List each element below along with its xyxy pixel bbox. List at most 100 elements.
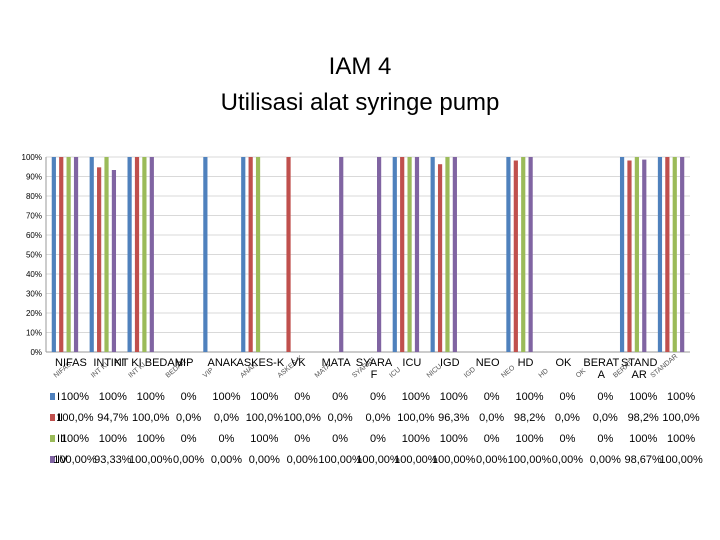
category-label: ANAK bbox=[207, 357, 238, 369]
bar-ii bbox=[134, 157, 140, 352]
bar-iii bbox=[142, 157, 147, 352]
bar-iii bbox=[407, 157, 412, 352]
data-label: 0,00% bbox=[287, 454, 318, 466]
data-label: 100% bbox=[137, 391, 165, 403]
bar-ii bbox=[248, 157, 253, 352]
data-label: 98,2% bbox=[514, 412, 545, 424]
data-label: 100% bbox=[137, 433, 165, 445]
data-label: 98,2% bbox=[628, 412, 659, 424]
bar-iii bbox=[104, 157, 109, 352]
y-tick-label: 50% bbox=[26, 251, 42, 260]
data-label: 93,33% bbox=[94, 454, 132, 466]
bar-i bbox=[430, 157, 435, 352]
data-label: 0% bbox=[597, 391, 613, 403]
bar-iv bbox=[111, 170, 117, 352]
data-label: 100,00% bbox=[394, 454, 438, 466]
y-tick-label: 10% bbox=[26, 329, 42, 338]
data-label: 0,00% bbox=[476, 454, 507, 466]
data-label: 0,0% bbox=[365, 412, 390, 424]
bar-iv bbox=[73, 157, 79, 352]
data-label: 100,0% bbox=[284, 412, 322, 424]
bar-i bbox=[51, 157, 56, 352]
data-label: 100,00% bbox=[659, 454, 703, 466]
data-label: 0,0% bbox=[328, 412, 353, 424]
data-label: 100% bbox=[515, 391, 543, 403]
data-label: 0,0% bbox=[593, 412, 618, 424]
bar-iii bbox=[634, 157, 639, 352]
bar-i bbox=[506, 157, 511, 352]
data-label: 100% bbox=[99, 433, 127, 445]
legend-label: III bbox=[57, 433, 66, 445]
y-tick-label: 80% bbox=[26, 192, 42, 201]
data-label: 0% bbox=[370, 391, 386, 403]
legend-key-iv bbox=[50, 456, 55, 463]
data-label: 0% bbox=[484, 391, 500, 403]
data-label: 100% bbox=[629, 391, 657, 403]
bar-ii bbox=[400, 157, 405, 352]
data-label: 0,0% bbox=[479, 412, 504, 424]
category-label: SYARA bbox=[356, 357, 393, 369]
bar-ii bbox=[97, 167, 102, 352]
category-label: NIFAS bbox=[55, 357, 87, 369]
bar-i bbox=[127, 157, 132, 352]
bar-iv bbox=[642, 159, 647, 352]
bar-iii bbox=[672, 157, 677, 352]
data-label: 0% bbox=[559, 391, 575, 403]
data-label: 0% bbox=[332, 391, 348, 403]
bar-iii bbox=[521, 157, 526, 352]
category-label: ASKES-K bbox=[237, 357, 285, 369]
bar-i bbox=[203, 157, 208, 352]
data-label: 100,0% bbox=[397, 412, 435, 424]
data-label: 0% bbox=[294, 433, 310, 445]
category-label: NEO bbox=[476, 357, 500, 369]
category-label: IGD bbox=[440, 357, 460, 369]
data-label: 100% bbox=[515, 433, 543, 445]
data-label: 98,67% bbox=[625, 454, 663, 466]
bar-ii bbox=[437, 164, 443, 352]
category-label: VK bbox=[291, 357, 306, 369]
bar-i bbox=[392, 157, 397, 352]
data-label: 100% bbox=[440, 391, 468, 403]
data-label: 100% bbox=[440, 433, 468, 445]
data-label: 100,00% bbox=[432, 454, 476, 466]
data-label: 100,0% bbox=[662, 412, 700, 424]
data-label: 0% bbox=[181, 391, 197, 403]
data-label: 100% bbox=[402, 391, 430, 403]
bar-ii bbox=[286, 157, 291, 352]
data-label: 0% bbox=[219, 433, 235, 445]
bar-iii bbox=[255, 157, 261, 352]
category-label: OK bbox=[555, 357, 572, 369]
category-label: F bbox=[371, 369, 378, 381]
bar-iii bbox=[445, 157, 450, 352]
bar-i bbox=[657, 157, 663, 352]
legend-key-i bbox=[50, 393, 55, 400]
rotated-category-label: HD bbox=[538, 368, 550, 380]
bar-i bbox=[89, 157, 94, 352]
data-label: 0,0% bbox=[214, 412, 239, 424]
category-label: BERAT bbox=[583, 357, 619, 369]
data-label: 0,00% bbox=[590, 454, 621, 466]
data-label: 100% bbox=[667, 391, 695, 403]
data-label: 0,00% bbox=[211, 454, 242, 466]
y-tick-label: 40% bbox=[26, 270, 42, 279]
category-label: VIP bbox=[176, 357, 194, 369]
data-label: 100% bbox=[629, 433, 657, 445]
data-label: 100,0% bbox=[56, 412, 94, 424]
data-label: 100,0% bbox=[132, 412, 170, 424]
data-label: 100,0% bbox=[246, 412, 284, 424]
bar-iv bbox=[414, 157, 420, 352]
bar-iv bbox=[452, 157, 457, 352]
data-label: 100,00% bbox=[318, 454, 362, 466]
category-label: MATA bbox=[322, 357, 352, 369]
bar-ii bbox=[513, 160, 518, 352]
data-label: 0% bbox=[294, 391, 310, 403]
data-label: 100,00% bbox=[129, 454, 173, 466]
bar-ii bbox=[59, 157, 64, 352]
data-label: 100% bbox=[250, 433, 278, 445]
legend-label: II bbox=[57, 412, 63, 424]
data-label: 0% bbox=[332, 433, 348, 445]
data-label: 0% bbox=[597, 433, 613, 445]
bar-iv bbox=[149, 157, 154, 352]
data-label: 100% bbox=[667, 433, 695, 445]
